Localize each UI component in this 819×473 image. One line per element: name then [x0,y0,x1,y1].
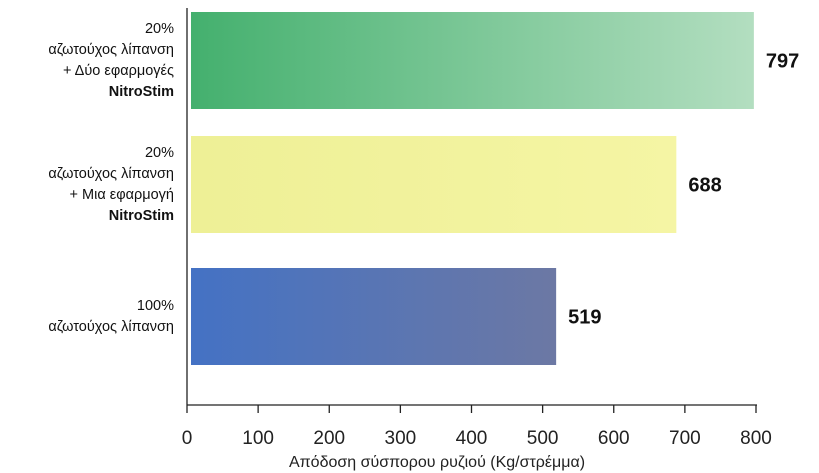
category-label-line: αζωτούχος λίπανση [48,41,174,58]
x-ticks-group: 0 100 200 300 400 500 600 700 800 [182,405,772,449]
category-label-line: + Δύο εφαρμογές [62,62,174,79]
category-label-line: 100% [136,297,174,314]
x-tick-label: 500 [527,428,559,449]
bar-value-label: 688 [688,175,721,197]
x-tick-label: 800 [740,428,772,449]
x-tick-label: 400 [456,428,488,449]
x-tick-label: 600 [598,428,630,449]
x-tick-label: 700 [669,428,701,449]
bar-1 [191,12,754,109]
bar-2 [191,136,677,233]
category-label: 20% αζωτούχος λίπανση + Μια εφαρμογή NitroS… [0,143,174,227]
category-label-line: αζωτούχος λίπανση [48,318,174,335]
category-label-line: + Μια εφαρμογή [69,186,174,203]
category-label: 20% αζωτούχος λίπανση + Δύο εφαρμογές Nitro… [0,19,174,103]
category-label-line: 20% [144,144,174,161]
bars-group [191,12,754,365]
bar-value-label: 519 [568,307,601,329]
category-label-line: αζωτούχος λίπανση [48,165,174,182]
category-label-product: NitroStim [108,207,174,224]
value-labels-group: 797 688 519 [568,51,799,329]
x-tick-label: 200 [313,428,345,449]
x-tick-label: 100 [242,428,274,449]
category-label: 100% αζωτούχος λίπανση [0,296,174,338]
category-label-line: 20% [144,20,174,37]
category-label-product: NitroStim [108,83,174,100]
bar-value-label: 797 [766,51,799,73]
x-axis-label: Απόδοση σύσπορου ρυζιού (Kg/στρέμμα) [289,454,585,471]
x-tick-label: 0 [182,428,193,449]
bar-3 [191,268,557,365]
x-tick-label: 300 [385,428,417,449]
